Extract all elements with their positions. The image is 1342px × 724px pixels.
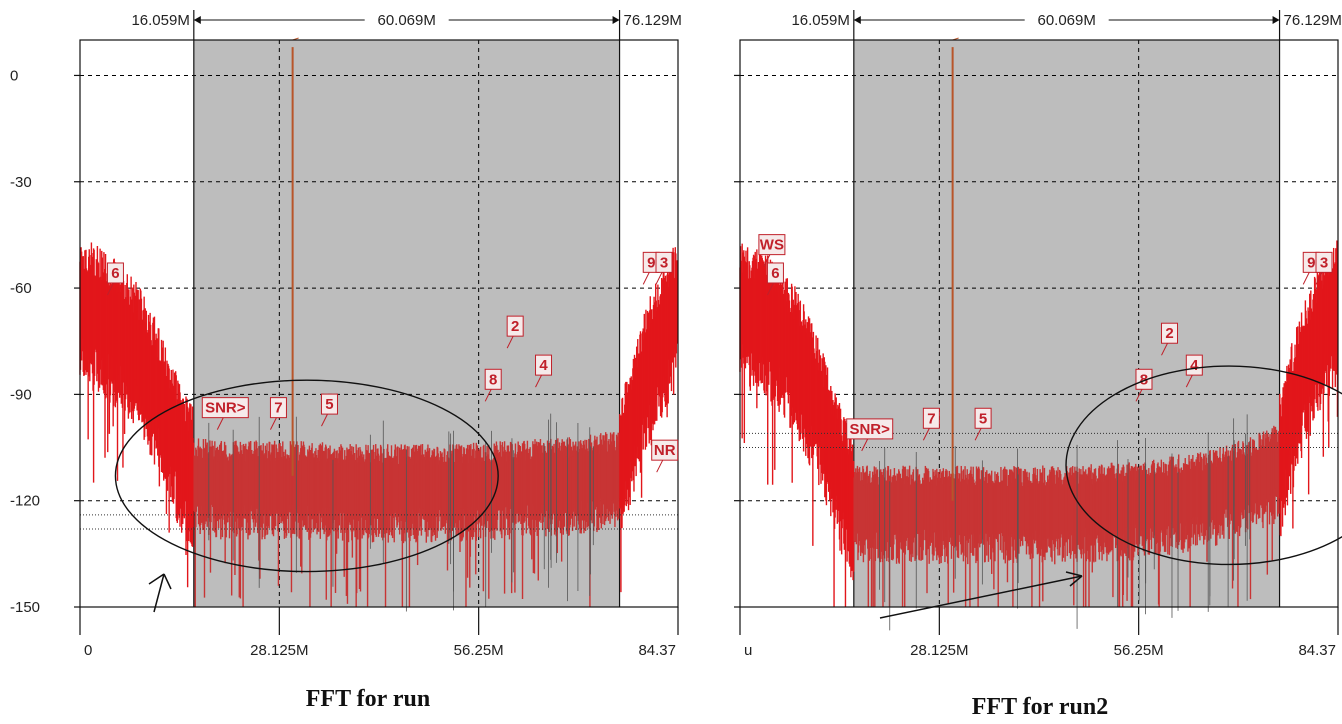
- span-arrow-left: [193, 16, 201, 24]
- marker-pointer: [642, 272, 650, 285]
- x-tick-label: 28.125M: [250, 642, 308, 659]
- marker-box: [106, 262, 124, 284]
- marker-box: [506, 315, 524, 337]
- marker-label: 3: [1320, 254, 1328, 271]
- marker-box: [320, 393, 338, 415]
- marker-pointer: [655, 272, 663, 285]
- marker-pointer: [861, 438, 869, 452]
- marker-label: 2: [1165, 325, 1173, 342]
- marker-pointer: [506, 335, 514, 349]
- marker-pointer: [763, 254, 771, 267]
- fft-panel-run2: u 28.125M 56.25M 84.37 60.069M 16.059M 76.129M…: [734, 10, 1342, 659]
- annotation-ellipse: [114, 379, 499, 573]
- x-tick-label: 56.25M: [1114, 642, 1164, 659]
- marker-box: [201, 397, 249, 419]
- spectrum-trace: [739, 240, 1339, 631]
- marker-box: [269, 397, 287, 419]
- chart-title-run: FFT for run: [306, 686, 430, 712]
- chart-title-run2: FFT for run2: [972, 694, 1108, 720]
- annotation-ellipse: [1065, 365, 1342, 566]
- marker-label: SNR>: [205, 400, 246, 417]
- marker-pointer: [106, 282, 114, 296]
- marker-box: [655, 251, 673, 273]
- marker-box: [766, 262, 784, 284]
- marker-label: 6: [111, 265, 119, 282]
- y-tick-label: -30: [10, 174, 32, 191]
- marker-label: 8: [1140, 371, 1148, 388]
- marker-pointer: [922, 428, 930, 441]
- x-tick-label: u: [744, 642, 752, 659]
- span-start-label: 16.059M: [791, 12, 849, 29]
- y-tick-label: -90: [10, 386, 32, 403]
- span-end-label: 76.129M: [1284, 12, 1342, 29]
- annotation-arrow-run2: [879, 571, 1083, 619]
- marker-box: [846, 418, 894, 440]
- marker-pointer: [1315, 272, 1323, 285]
- marker-pointer: [1302, 272, 1310, 285]
- marker-pointer: [974, 428, 982, 441]
- marker-pointer: [270, 417, 277, 430]
- span-arrow-left: [853, 16, 861, 24]
- marker-label: 6: [771, 265, 779, 282]
- marker-pointer: [535, 374, 542, 388]
- x-tick-label: 0: [84, 642, 92, 659]
- span-arrow-right: [612, 16, 620, 24]
- span-label-bg: [1024, 10, 1109, 30]
- span-width-label: 60.069M: [377, 12, 435, 29]
- span-arrow-right: [1272, 16, 1280, 24]
- y-tick-label: -60: [10, 280, 32, 297]
- marker-pointer: [1135, 389, 1143, 402]
- fft-panel-run: 0 -30 -60 -90 -120 -150 0 28.125M 56.25M 84.37 60.…: [10, 10, 682, 659]
- spectrum-trace: [79, 242, 679, 612]
- x-tick-label: 28.125M: [910, 642, 968, 659]
- marker-box: [758, 234, 786, 256]
- marker-label: NR: [654, 442, 676, 459]
- marker-label: WS: [760, 237, 784, 254]
- span-end-label: 76.129M: [624, 12, 682, 29]
- plot-frame: [79, 39, 679, 608]
- x-tick-label: 84.37: [638, 642, 676, 659]
- annotation-arrow-run: [148, 573, 172, 613]
- y-tick-label: -150: [10, 599, 40, 616]
- marker-label: 7: [274, 400, 282, 417]
- marker-label: 8: [489, 371, 497, 388]
- x-tick-label: 56.25M: [454, 642, 504, 659]
- y-tick-label: -120: [10, 493, 40, 510]
- marker-label: SNR>: [849, 421, 890, 438]
- marker-label: 4: [1190, 357, 1199, 374]
- marker-box: [484, 368, 502, 390]
- span-label-bg: [364, 10, 449, 30]
- marker-box: [535, 354, 553, 376]
- marker-box: [651, 439, 679, 461]
- marker-label: 2: [511, 318, 519, 335]
- marker-pointer: [1185, 374, 1193, 388]
- marker-label: 5: [325, 396, 333, 413]
- marker-pointer: [1161, 342, 1168, 356]
- marker-pointer: [216, 417, 224, 430]
- marker-pointer: [484, 389, 492, 402]
- marker-box: [1315, 251, 1333, 273]
- marker-label: 3: [660, 254, 668, 271]
- marker-pointer: [656, 459, 664, 473]
- marker-box: [1185, 354, 1203, 376]
- marker-label: 7: [927, 410, 935, 427]
- marker-box: [922, 407, 940, 429]
- marker-box: [1160, 322, 1178, 344]
- marker-label: 5: [979, 410, 987, 427]
- marker-pointer: [766, 282, 774, 296]
- span-width-label: 60.069M: [1037, 12, 1095, 29]
- plot-frame: [739, 39, 1339, 608]
- y-tick-label: 0: [10, 67, 18, 84]
- span-start-label: 16.059M: [131, 12, 189, 29]
- marker-box: [974, 407, 992, 429]
- marker-label: 9: [647, 254, 655, 271]
- x-tick-label: 84.37: [1298, 642, 1336, 659]
- marker-label: 9: [1307, 254, 1315, 271]
- marker-label: 4: [539, 357, 548, 374]
- marker-pointer: [321, 413, 328, 427]
- marker-box: [1135, 368, 1153, 390]
